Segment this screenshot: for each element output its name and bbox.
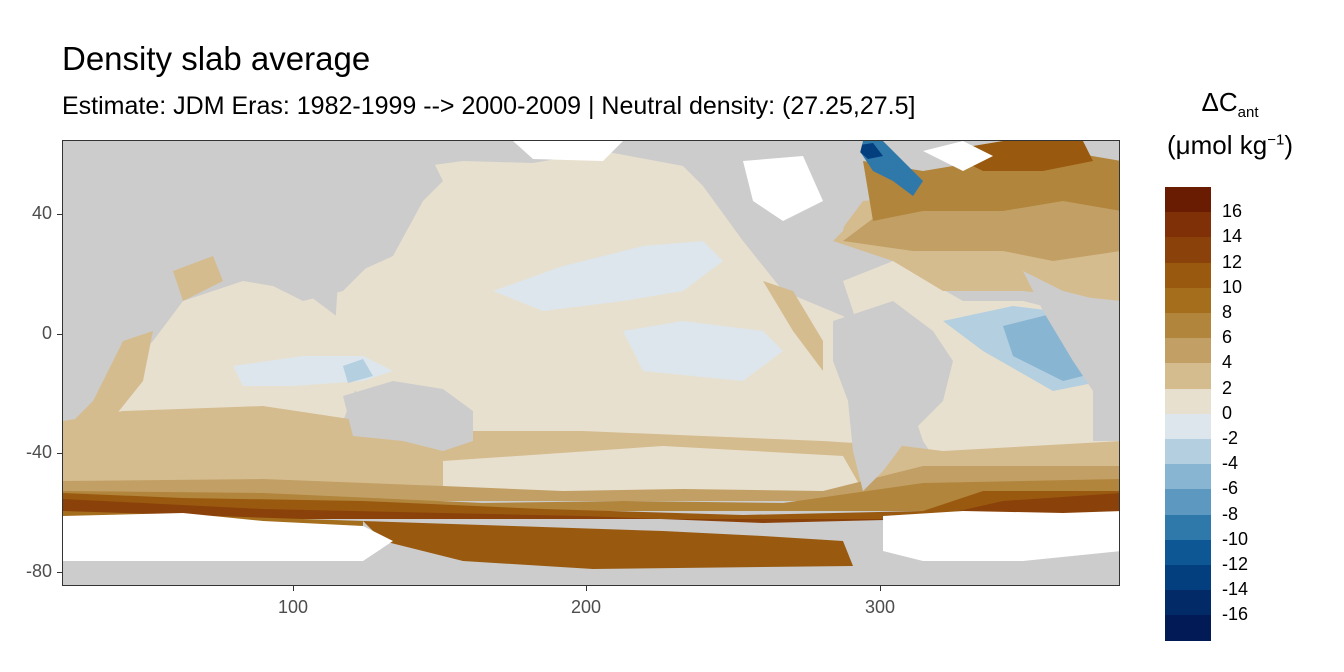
x-tick-mark [293,586,294,591]
legend-color-step [1165,565,1211,591]
y-tick-label: 0 [41,323,52,343]
y-tick-label: -40 [25,442,52,462]
legend-unit-open: (μmol kg [1167,130,1268,161]
arctic-missing [513,141,623,161]
map-panel [62,140,1120,586]
south-band-1 [63,406,1119,486]
x-tick-mark [880,586,881,591]
legend-color-step [1165,187,1211,213]
legend-color-step [1165,464,1211,490]
y-tick-mark [57,334,62,335]
legend-label: 16 [1222,201,1243,222]
north-pacific-rim [763,281,823,371]
legend-color-step [1165,237,1211,264]
legend-color-step [1165,413,1211,440]
legend-label: 4 [1222,352,1233,373]
y-tick-mark [57,572,62,573]
legend-label: 6 [1222,327,1233,348]
africa-land [63,141,153,321]
legend-label: 2 [1222,377,1233,398]
europe-africa-land [1023,271,1119,441]
south-america-land [833,301,953,491]
legend-label: -2 [1222,428,1239,448]
legend-color-step [1165,262,1211,289]
legend-label: -12 [1222,554,1249,574]
legend-label: -6 [1222,478,1239,499]
legend-label: -8 [1222,503,1239,524]
arabian-sea [173,256,223,301]
legend-title: ΔCant (μmol kg−1) [1160,82,1300,167]
legend-color-step [1165,514,1211,541]
legend-color-step [1165,590,1211,616]
south-pacific-light [443,446,863,501]
map-canvas [63,141,1119,585]
plot-title: Density slab average [62,40,371,77]
legend-label: -14 [1222,579,1249,600]
legend-color-step [1165,363,1211,390]
legend-label: 12 [1222,251,1243,272]
legend-color-step [1165,489,1211,516]
north-pacific-anomaly [493,241,723,311]
legend-unit-close: ) [1284,130,1293,161]
antarctic-margin [363,521,853,569]
legend-label: -4 [1222,453,1239,474]
x-tick-label: 100 [277,597,309,617]
north-atlantic-deep [843,191,1119,261]
legend-color-step [1165,388,1211,415]
y-tick-label: 40 [31,203,52,223]
legend-label: 8 [1222,302,1233,322]
y-tick-label: -80 [25,561,52,581]
legend-color-step [1165,439,1211,465]
legend-label: 0 [1222,402,1233,423]
x-tick-label: 200 [570,597,602,617]
legend-color-step [1165,313,1211,339]
legend-color-step [1165,338,1211,364]
legend-color-step [1165,539,1211,566]
legend-color-step [1165,615,1211,642]
legend-symbol: ΔC [1201,87,1238,117]
legend-unit-exp: −1 [1267,131,1285,149]
y-tick-mark [57,453,62,454]
antarctic-missing-1 [63,513,393,561]
legend-color-step [1165,287,1211,314]
x-tick-label: 300 [864,597,896,617]
greenland-sea [943,141,1093,171]
y-tick-mark [57,214,62,215]
asia-land [133,141,443,301]
south-pacific-anomaly [623,321,783,381]
arctic-missing-2 [923,141,993,171]
x-tick-mark [586,586,587,591]
southern-ocean-deep [63,493,1119,523]
hudson-missing [743,156,823,221]
legend-color-step [1165,212,1211,238]
south-band-2 [63,466,1119,501]
antarctic-missing-2 [883,511,1119,561]
legend-label: 14 [1222,226,1243,247]
plot-subtitle: Estimate: JDM Eras: 1982-1999 --> 2000-2… [62,92,916,120]
australia-land [343,381,473,451]
legend-label: 10 [1222,276,1243,297]
legend-label: -16 [1222,604,1249,625]
pacific-ocean [333,151,873,491]
legend-label: -10 [1222,528,1249,549]
indonesian-anomaly-core [343,359,373,383]
legend-subscript: ant [1237,104,1259,122]
